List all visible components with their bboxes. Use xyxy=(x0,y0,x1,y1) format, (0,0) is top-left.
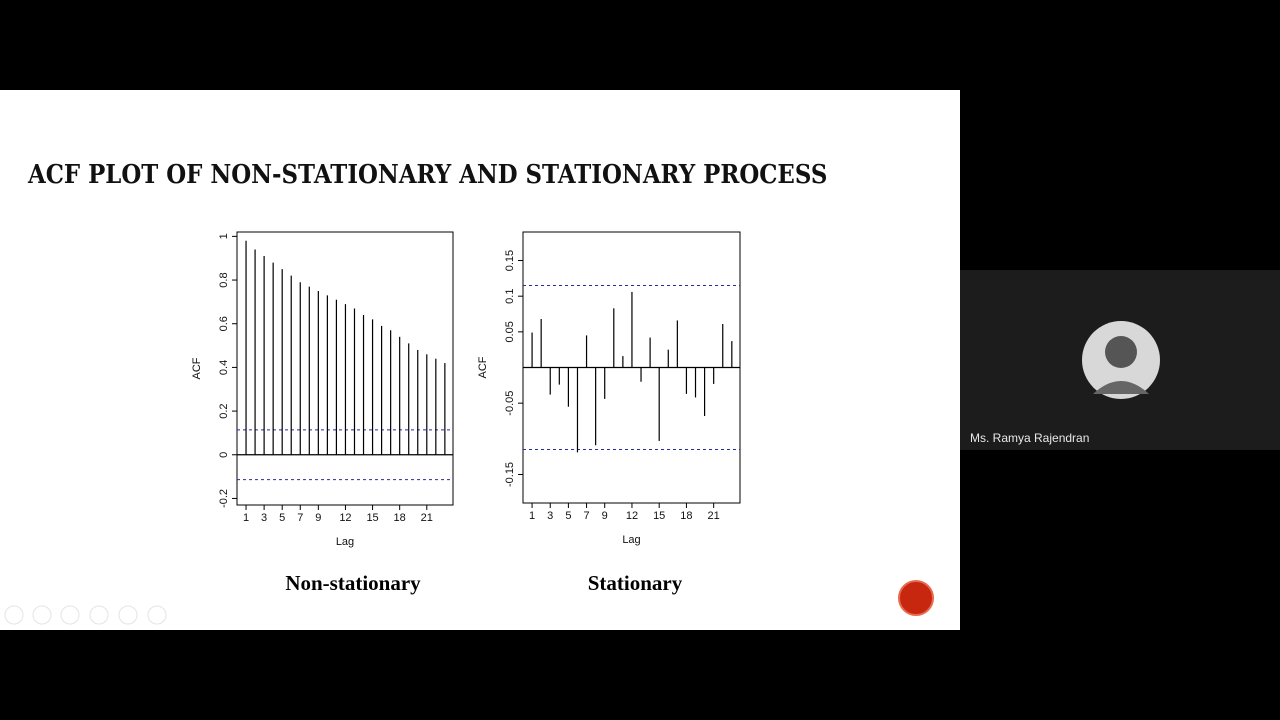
record-button[interactable] xyxy=(898,580,934,616)
slide-nav xyxy=(4,605,167,625)
x-tick-label: 3 xyxy=(547,510,553,522)
x-tick-label: 12 xyxy=(626,510,638,522)
chart-caption: Non-stationary xyxy=(285,571,421,595)
nav-more[interactable] xyxy=(147,605,167,625)
y-tick-label: -0.15 xyxy=(504,462,516,487)
x-tick-label: 15 xyxy=(366,512,378,524)
y-tick-label: 0.4 xyxy=(218,360,230,375)
x-tick-label: 21 xyxy=(708,510,720,522)
y-tick-label: 0.05 xyxy=(504,321,516,342)
slide xyxy=(0,90,960,630)
chart-caption: Stationary xyxy=(588,571,683,595)
y-axis-label: ACF xyxy=(191,357,203,379)
x-tick-label: 12 xyxy=(339,512,351,524)
avatar-body xyxy=(1093,381,1149,394)
nav-prev[interactable] xyxy=(4,605,24,625)
x-tick-label: 9 xyxy=(315,512,321,524)
x-tick-label: 18 xyxy=(680,510,692,522)
x-tick-label: 3 xyxy=(261,512,267,524)
y-tick-label: 0 xyxy=(218,452,230,458)
x-axis-label: Lag xyxy=(622,534,640,546)
nav-next[interactable] xyxy=(32,605,52,625)
avatar-face xyxy=(1105,336,1137,368)
y-tick-label: 1 xyxy=(218,233,230,239)
y-axis-label: ACF xyxy=(477,356,489,378)
y-tick-label: 0.2 xyxy=(218,403,230,418)
x-tick-label: 1 xyxy=(529,510,535,522)
y-tick-label: 0.15 xyxy=(504,250,516,271)
x-tick-label: 5 xyxy=(279,512,285,524)
y-tick-label: -0.05 xyxy=(504,391,516,416)
x-axis-label: Lag xyxy=(336,536,354,548)
y-tick-label: 0.1 xyxy=(504,289,516,304)
x-tick-label: 9 xyxy=(602,510,608,522)
x-tick-label: 21 xyxy=(421,512,433,524)
nav-slides[interactable] xyxy=(89,605,109,625)
slide-title: ACF PLOT OF NON-STATIONARY AND STATIONAR… xyxy=(27,159,827,190)
y-tick-label: 0.8 xyxy=(218,272,230,287)
x-tick-label: 7 xyxy=(297,512,303,524)
x-tick-label: 15 xyxy=(653,510,665,522)
y-tick-label: 0.6 xyxy=(218,316,230,331)
y-tick-label: -0.2 xyxy=(218,489,230,508)
x-tick-label: 5 xyxy=(565,510,571,522)
nav-pen[interactable] xyxy=(60,605,80,625)
x-tick-label: 18 xyxy=(394,512,406,524)
x-tick-label: 7 xyxy=(583,510,589,522)
participant-name: Ms. Ramya Rajendran xyxy=(970,431,1089,445)
nav-zoom[interactable] xyxy=(118,605,138,625)
x-tick-label: 1 xyxy=(243,512,249,524)
